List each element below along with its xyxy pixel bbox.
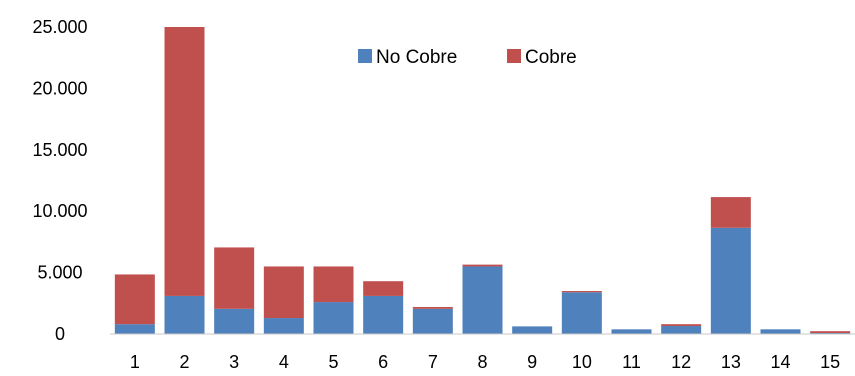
bar-cobre-10 [561, 291, 602, 293]
x-tick-label: 11 [622, 352, 641, 372]
bars-group [114, 27, 851, 334]
bar-cobre-1 [114, 274, 155, 325]
x-tick-label: 8 [477, 352, 487, 372]
bar-no-cobre-2 [164, 295, 205, 334]
bar-no-cobre-14 [760, 329, 801, 334]
bar-cobre-8 [462, 264, 503, 267]
x-tick-label: 9 [527, 352, 537, 372]
legend-swatch-no-cobre [358, 49, 372, 63]
x-tick-label: 7 [428, 352, 438, 372]
bar-no-cobre-7 [412, 308, 453, 334]
bar-no-cobre-1 [114, 324, 155, 334]
bar-no-cobre-10 [561, 292, 602, 334]
x-tick-label: 13 [721, 352, 741, 372]
y-tick-label: 20.000 [32, 78, 87, 98]
bar-no-cobre-12 [661, 326, 702, 334]
bar-no-cobre-9 [512, 326, 553, 334]
bar-no-cobre-6 [363, 295, 404, 334]
x-tick-label: 10 [572, 352, 592, 372]
x-tick-label: 5 [328, 352, 338, 372]
bar-cobre-15 [810, 331, 851, 334]
y-axis-ticks: 0 5.000 10.000 15.000 20.000 25.000 [32, 17, 87, 344]
legend: No Cobre Cobre [358, 47, 577, 68]
bar-no-cobre-3 [214, 308, 255, 334]
x-tick-label: 2 [179, 352, 189, 372]
x-axis-ticks: 1 2 3 4 5 6 7 8 9 10 11 12 13 14 15 [130, 352, 840, 372]
y-tick-label: 0 [55, 324, 65, 344]
legend-label-no-cobre: No Cobre [376, 47, 457, 68]
bar-cobre-12 [661, 324, 702, 327]
bar-cobre-3 [214, 247, 255, 309]
bar-no-cobre-5 [313, 302, 354, 334]
x-tick-label: 4 [279, 352, 289, 372]
x-tick-label: 15 [820, 352, 840, 372]
y-tick-label: 25.000 [32, 17, 87, 37]
bar-cobre-5 [313, 266, 354, 303]
x-tick-label: 14 [770, 352, 790, 372]
bar-no-cobre-8 [462, 266, 503, 334]
bar-no-cobre-13 [710, 227, 751, 334]
bar-no-cobre-11 [611, 329, 652, 334]
legend-label-cobre: Cobre [525, 47, 577, 68]
x-tick-label: 1 [130, 352, 140, 372]
x-tick-label: 3 [229, 352, 239, 372]
y-tick-label: 5.000 [37, 263, 82, 283]
bar-no-cobre-4 [263, 318, 304, 334]
x-tick-label: 6 [378, 352, 388, 372]
bar-cobre-6 [363, 281, 404, 296]
y-tick-label: 10.000 [32, 201, 87, 221]
x-tick-label: 12 [671, 352, 691, 372]
bar-cobre-7 [412, 306, 453, 309]
bar-cobre-13 [710, 197, 751, 228]
bar-cobre-2 [164, 27, 205, 296]
legend-swatch-cobre [507, 49, 521, 63]
bar-cobre-4 [263, 266, 304, 319]
y-tick-label: 15.000 [32, 140, 87, 160]
